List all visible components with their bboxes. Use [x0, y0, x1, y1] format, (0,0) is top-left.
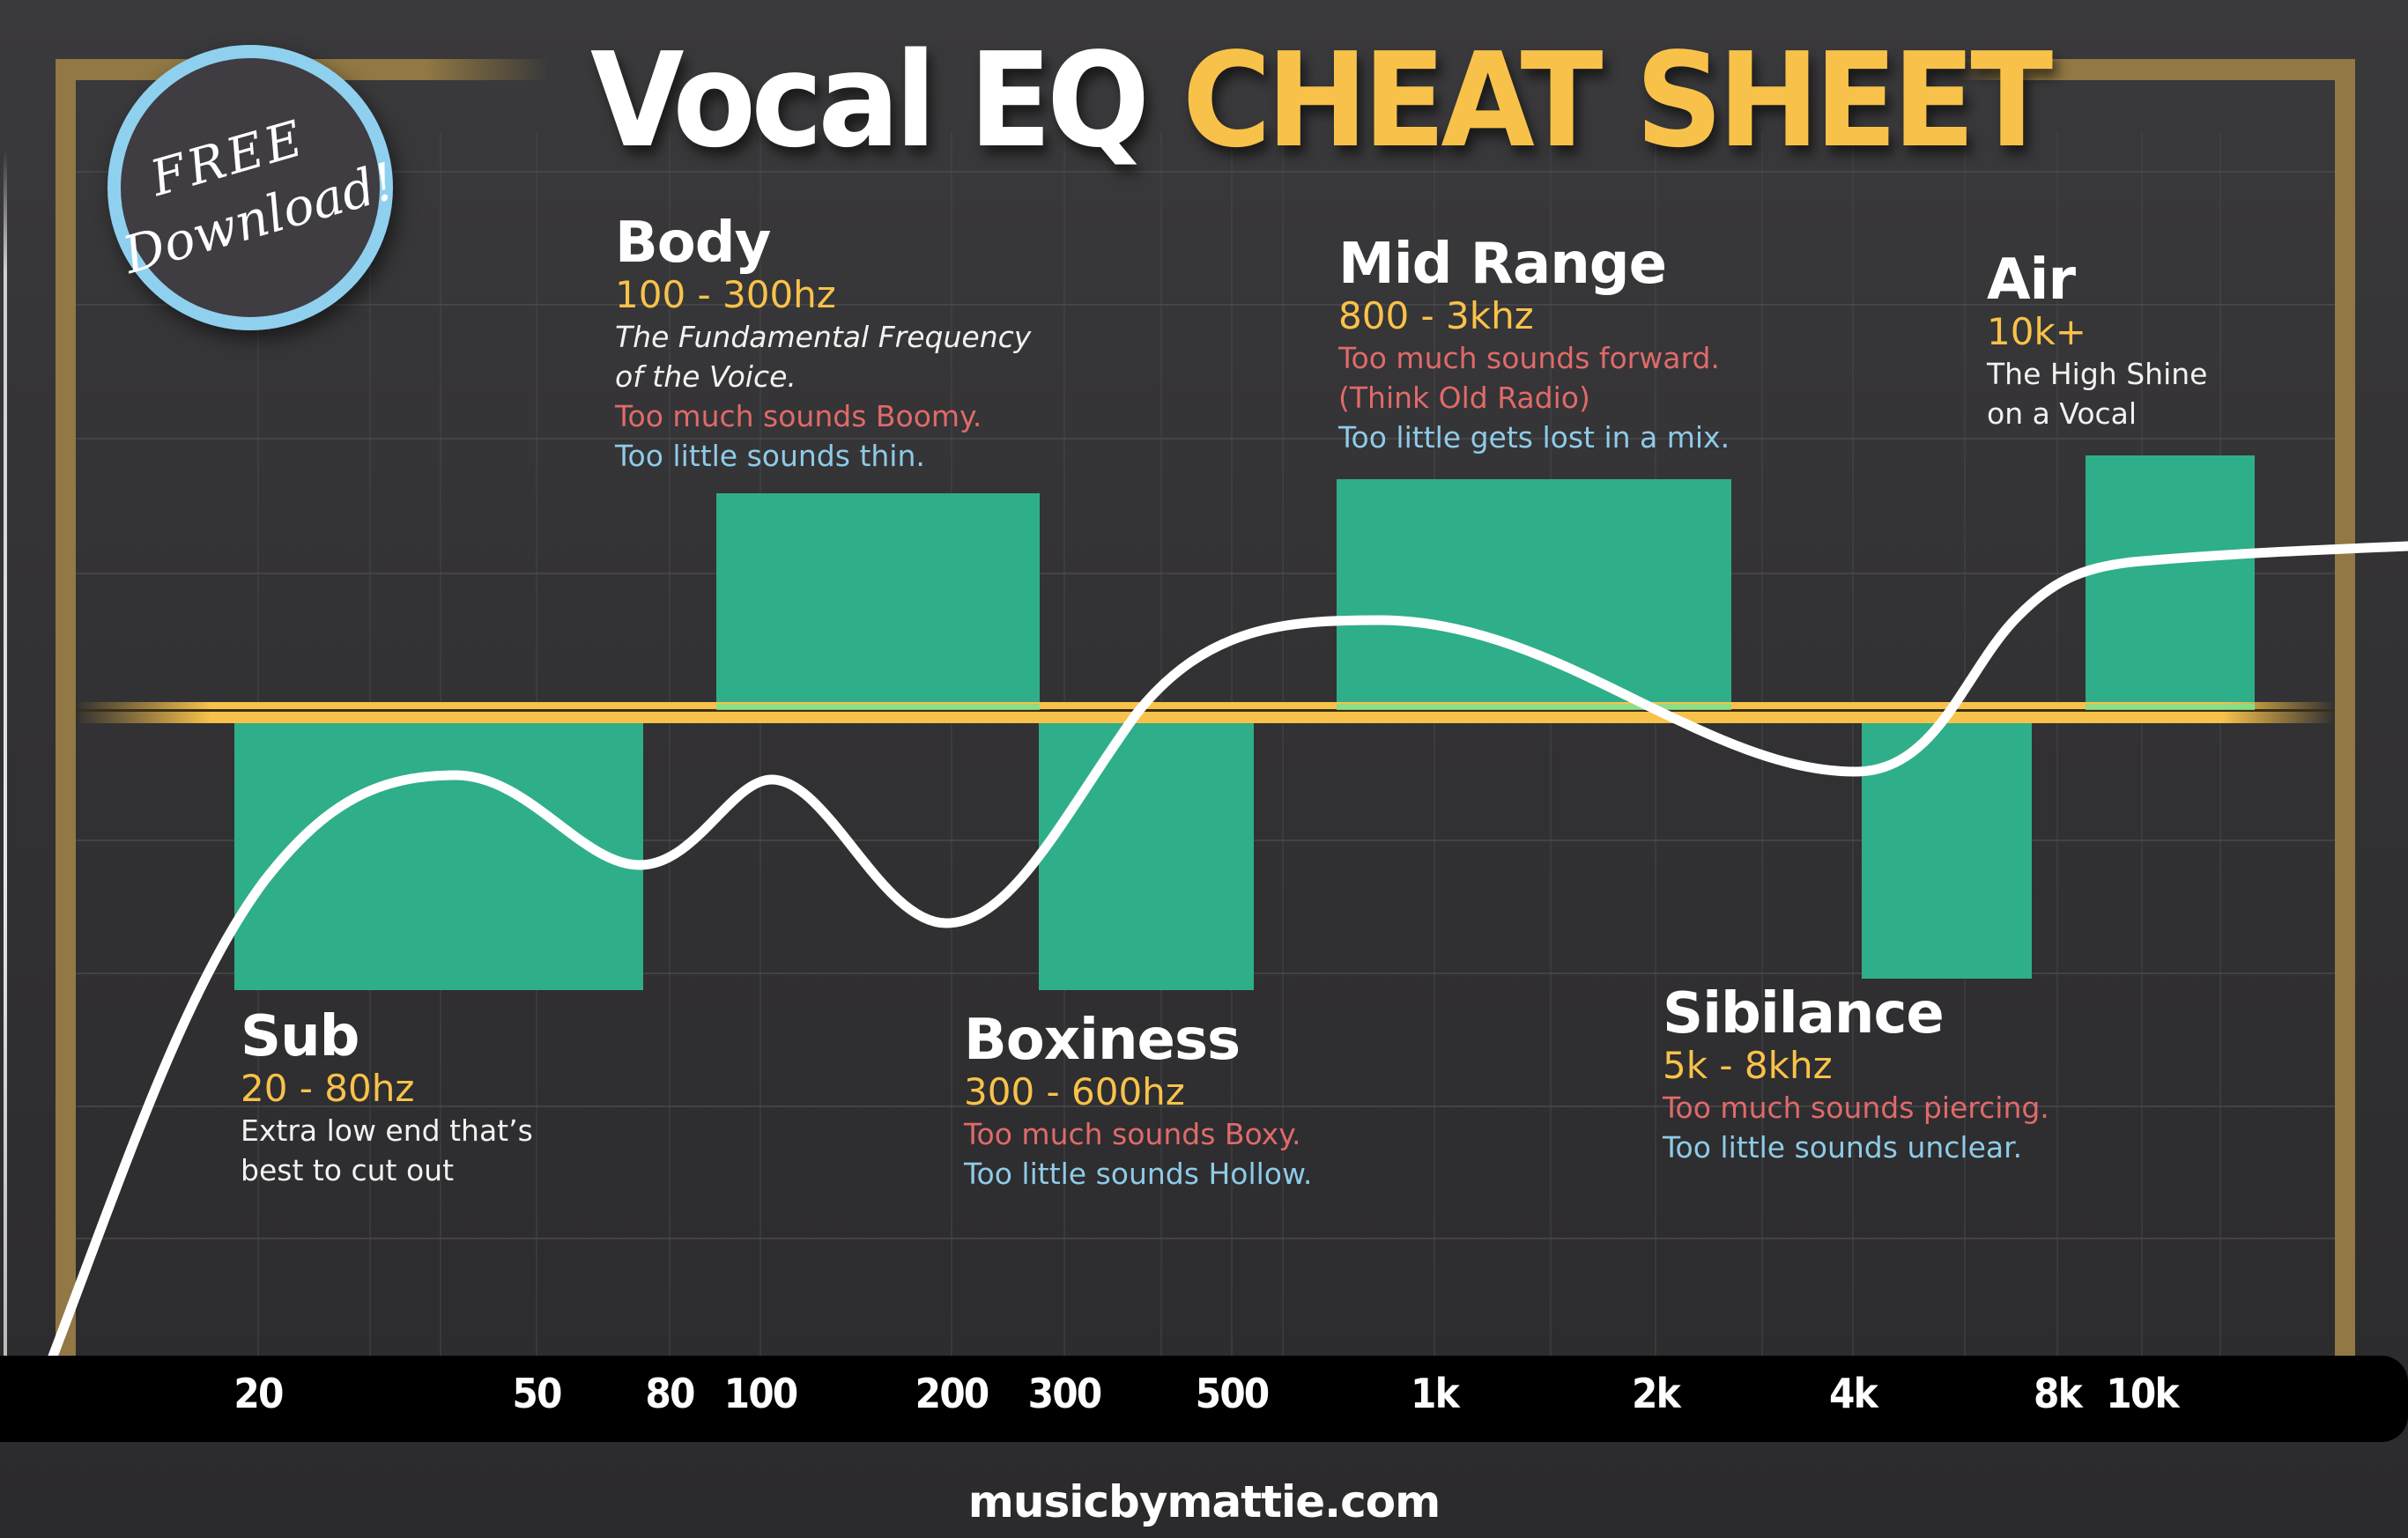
axis-tick: 300	[1027, 1370, 1103, 1417]
axis-tick: 50	[512, 1370, 562, 1417]
axis-tick: 20	[233, 1370, 284, 1417]
band-name: Air	[1987, 248, 2076, 313]
axis-tick: 1k	[1411, 1370, 1460, 1417]
bar-mid-range	[1337, 479, 1731, 712]
band-range: 300 - 600hz	[964, 1070, 1185, 1113]
band-boxiness: Boxiness 300 - 600hz Too much sounds Box…	[964, 1012, 1312, 1194]
too-little-line: Too little sounds unclear.	[1663, 1130, 2023, 1165]
frequency-axis-bar	[0, 1356, 2408, 1442]
band-name: Body	[615, 211, 771, 276]
bar-boxiness	[1039, 723, 1254, 990]
too-little-line: Too little gets lost in a mix.	[1338, 420, 1730, 455]
band-mid-range: Mid Range 800 - 3khz Too much sounds for…	[1338, 236, 1730, 457]
band-range: 100 - 300hz	[615, 273, 836, 316]
grid-lines-vertical	[257, 132, 2221, 1356]
too-much-line: Too much sounds Boomy.	[615, 399, 982, 433]
band-desc-line: The High Shine	[1987, 357, 2208, 391]
title-yellow: CHEAT SHEET	[1182, 25, 2053, 176]
too-little-line: Too little sounds Hollow.	[964, 1157, 1313, 1191]
band-air: Air 10k+ The High Shine on a Vocal	[1987, 252, 2207, 433]
axis-tick: 100	[723, 1370, 799, 1417]
page-title: Vocal EQ CHEAT SHEET	[590, 35, 2053, 166]
footer-url-link[interactable]: musicbymattie.com	[967, 1476, 1441, 1527]
bar-sub	[234, 723, 643, 990]
too-much-line: Too much sounds Boxy.	[964, 1117, 1301, 1151]
band-range: 20 - 80hz	[241, 1067, 415, 1110]
axis-tick: 200	[915, 1370, 990, 1417]
bar-body	[716, 493, 1040, 712]
band-range: 800 - 3khz	[1338, 294, 1534, 337]
band-sibilance: Sibilance 5k - 8khz Too much sounds pier…	[1663, 986, 2049, 1167]
band-sub: Sub 20 - 80hz Extra low end that’s best …	[241, 1009, 533, 1190]
band-desc-line: Extra low end that’s	[241, 1113, 533, 1148]
title-white: Vocal EQ	[590, 25, 1150, 176]
axis-tick: 8k	[2034, 1370, 2083, 1417]
too-much-line: Too much sounds piercing.	[1663, 1091, 2049, 1125]
band-desc-line: of the Voice.	[615, 359, 796, 394]
bar-air	[2086, 455, 2255, 712]
band-desc-line: on a Vocal	[1987, 396, 2138, 431]
axis-tick: 500	[1195, 1370, 1271, 1417]
axis-tick: 2k	[1632, 1370, 1681, 1417]
band-name: Sibilance	[1663, 981, 1945, 1046]
band-name: Boxiness	[964, 1008, 1241, 1073]
band-desc-line: best to cut out	[241, 1153, 455, 1187]
axis-tick: 80	[645, 1370, 695, 1417]
too-little-line: Too little sounds thin.	[615, 439, 925, 473]
band-range: 5k - 8khz	[1663, 1044, 1833, 1087]
band-body: Body 100 - 300hz The Fundamental Frequen…	[615, 215, 1031, 476]
eq-curve	[46, 541, 2408, 1366]
left-edge-line	[4, 150, 7, 1357]
band-name: Mid Range	[1338, 232, 1667, 297]
band-name: Sub	[241, 1004, 359, 1069]
too-much-line: (Think Old Radio)	[1338, 381, 1590, 415]
free-download-badge[interactable]: FREE Download!	[107, 45, 402, 330]
eq-bars	[234, 455, 2255, 990]
axis-tick: 4k	[1829, 1370, 1878, 1417]
axis-tick: 10k	[2106, 1370, 2179, 1417]
band-desc-line: The Fundamental Frequency	[615, 320, 1032, 354]
band-range: 10k+	[1987, 310, 2086, 353]
too-much-line: Too much sounds forward.	[1338, 341, 1720, 375]
zero-line	[76, 702, 2335, 723]
